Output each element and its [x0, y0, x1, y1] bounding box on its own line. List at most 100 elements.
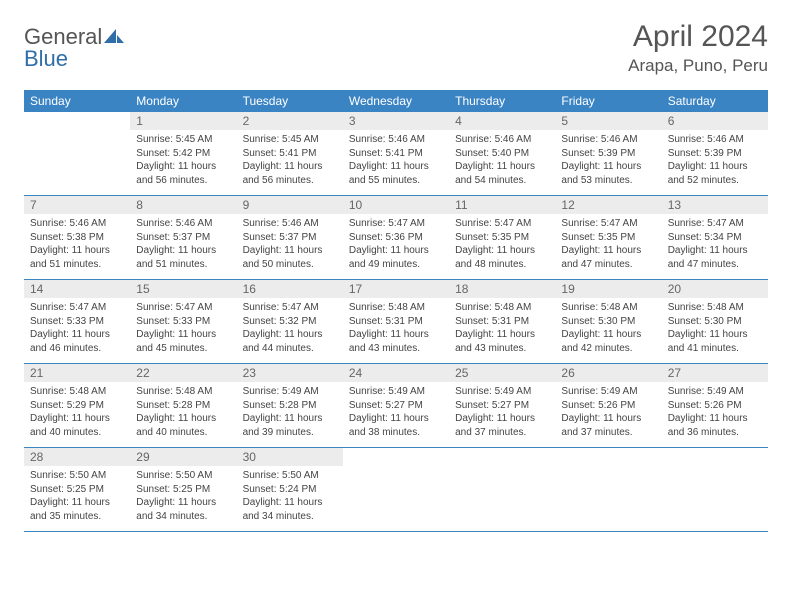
day-number: 18 — [449, 280, 555, 298]
daylight-line: Daylight: 11 hours and 34 minutes. — [136, 496, 230, 523]
day-details: Sunrise: 5:49 AMSunset: 5:27 PMDaylight:… — [343, 382, 449, 447]
calendar-day-cell: 7Sunrise: 5:46 AMSunset: 5:38 PMDaylight… — [24, 196, 130, 280]
day-details: Sunrise: 5:49 AMSunset: 5:27 PMDaylight:… — [449, 382, 555, 447]
weekday-header: Wednesday — [343, 90, 449, 112]
calendar-day-cell: 2Sunrise: 5:45 AMSunset: 5:41 PMDaylight… — [237, 112, 343, 196]
daylight-line: Daylight: 11 hours and 50 minutes. — [243, 244, 337, 271]
month-title: April 2024 — [628, 20, 768, 54]
day-number: 3 — [343, 112, 449, 130]
calendar-week-row: 7Sunrise: 5:46 AMSunset: 5:38 PMDaylight… — [24, 196, 768, 280]
calendar-day-cell: 30 Sunrise: 5:50 AMSunset: 5:24 PMDayligh… — [237, 448, 343, 532]
day-details: Sunrise: 5:48 AMSunset: 5:31 PMDaylight:… — [449, 298, 555, 363]
day-number: 30 — [237, 448, 343, 466]
calendar-day-cell: 27Sunrise: 5:49 AMSunset: 5:26 PMDayligh… — [662, 364, 768, 448]
sunrise-line: Sunrise: 5:49 AM — [349, 385, 443, 399]
day-details: Sunrise: 5:46 AMSunset: 5:39 PMDaylight:… — [662, 130, 768, 195]
sunset-line: Sunset: 5:25 PM — [136, 483, 230, 497]
weekday-header: Thursday — [449, 90, 555, 112]
sunset-line: Sunset: 5:30 PM — [561, 315, 655, 329]
daylight-line: Daylight: 11 hours and 40 minutes. — [136, 412, 230, 439]
sunset-line: Sunset: 5:35 PM — [561, 231, 655, 245]
daylight-line: Daylight: 11 hours and 47 minutes. — [668, 244, 762, 271]
sunrise-line: Sunrise: 5:47 AM — [349, 217, 443, 231]
day-number: 26 — [555, 364, 661, 382]
day-number: 24 — [343, 364, 449, 382]
calendar-day-cell: 16Sunrise: 5:47 AMSunset: 5:32 PMDayligh… — [237, 280, 343, 364]
day-number: 25 — [449, 364, 555, 382]
daylight-line: Daylight: 11 hours and 45 minutes. — [136, 328, 230, 355]
sunset-line: Sunset: 5:42 PM — [136, 147, 230, 161]
sunset-line: Sunset: 5:24 PM — [243, 483, 337, 497]
day-number: 13 — [662, 196, 768, 214]
day-details: Sunrise: 5:47 AMSunset: 5:33 PMDaylight:… — [130, 298, 236, 363]
sunrise-line: Sunrise: 5:50 AM — [30, 469, 124, 483]
sunrise-line: Sunrise: 5:46 AM — [136, 217, 230, 231]
day-details: Sunrise: 5:49 AMSunset: 5:26 PMDaylight:… — [662, 382, 768, 447]
calendar-day-cell — [343, 448, 449, 532]
calendar-day-cell: 3Sunrise: 5:46 AMSunset: 5:41 PMDaylight… — [343, 112, 449, 196]
sunrise-line: Sunrise: 5:49 AM — [455, 385, 549, 399]
sunrise-line: Sunrise: 5:45 AM — [136, 133, 230, 147]
daylight-line: Daylight: 11 hours and 53 minutes. — [561, 160, 655, 187]
day-details: Sunrise: 5:49 AMSunset: 5:26 PMDaylight:… — [555, 382, 661, 447]
daylight-line: Daylight: 11 hours and 44 minutes. — [243, 328, 337, 355]
day-number: 20 — [662, 280, 768, 298]
sunset-line: Sunset: 5:40 PM — [455, 147, 549, 161]
day-number: 22 — [130, 364, 236, 382]
sunset-line: Sunset: 5:27 PM — [455, 399, 549, 413]
sunrise-line: Sunrise: 5:48 AM — [668, 301, 762, 315]
day-details: Sunrise: 5:47 AMSunset: 5:32 PMDaylight:… — [237, 298, 343, 363]
sunrise-line: Sunrise: 5:47 AM — [455, 217, 549, 231]
calendar-week-row: 28Sunrise: 5:50 AMSunset: 5:25 PMDayligh… — [24, 448, 768, 532]
daylight-line: Daylight: 11 hours and 47 minutes. — [561, 244, 655, 271]
day-details: Sunrise: 5:45 AMSunset: 5:41 PMDaylight:… — [237, 130, 343, 195]
sunset-line: Sunset: 5:28 PM — [136, 399, 230, 413]
calendar-table: Sunday Monday Tuesday Wednesday Thursday… — [24, 90, 768, 532]
sunrise-line: Sunrise: 5:50 AM — [136, 469, 230, 483]
calendar-day-cell: 19Sunrise: 5:48 AMSunset: 5:30 PMDayligh… — [555, 280, 661, 364]
daylight-line: Daylight: 11 hours and 46 minutes. — [30, 328, 124, 355]
day-number: 10 — [343, 196, 449, 214]
day-details: Sunrise: 5:47 AMSunset: 5:35 PMDaylight:… — [555, 214, 661, 279]
calendar-day-cell: 20Sunrise: 5:48 AMSunset: 5:30 PMDayligh… — [662, 280, 768, 364]
day-number: 16 — [237, 280, 343, 298]
day-number: 5 — [555, 112, 661, 130]
sunset-line: Sunset: 5:29 PM — [30, 399, 124, 413]
daylight-line: Daylight: 11 hours and 43 minutes. — [349, 328, 443, 355]
day-number: 27 — [662, 364, 768, 382]
title-block: April 2024 Arapa, Puno, Peru — [628, 20, 768, 76]
sunset-line: Sunset: 5:26 PM — [668, 399, 762, 413]
calendar-day-cell — [24, 112, 130, 196]
sunrise-line: Sunrise: 5:47 AM — [561, 217, 655, 231]
sunrise-line: Sunrise: 5:50 AM — [243, 469, 337, 483]
calendar-day-cell: 23Sunrise: 5:49 AMSunset: 5:28 PMDayligh… — [237, 364, 343, 448]
sunset-line: Sunset: 5:33 PM — [30, 315, 124, 329]
sunset-line: Sunset: 5:41 PM — [243, 147, 337, 161]
sunrise-line: Sunrise: 5:49 AM — [243, 385, 337, 399]
weekday-header: Friday — [555, 90, 661, 112]
day-number: 12 — [555, 196, 661, 214]
calendar-day-cell: 10Sunrise: 5:47 AMSunset: 5:36 PMDayligh… — [343, 196, 449, 280]
calendar-day-cell: 29Sunrise: 5:50 AMSunset: 5:25 PMDayligh… — [130, 448, 236, 532]
calendar-day-cell — [555, 448, 661, 532]
day-details: Sunrise: 5:47 AMSunset: 5:36 PMDaylight:… — [343, 214, 449, 279]
daylight-line: Daylight: 11 hours and 55 minutes. — [349, 160, 443, 187]
day-details: Sunrise: 5:50 AMSunset: 5:25 PMDaylight:… — [24, 466, 130, 531]
weekday-header: Sunday — [24, 90, 130, 112]
calendar-day-cell: 17Sunrise: 5:48 AMSunset: 5:31 PMDayligh… — [343, 280, 449, 364]
weekday-header: Tuesday — [237, 90, 343, 112]
calendar-day-cell: 26Sunrise: 5:49 AMSunset: 5:26 PMDayligh… — [555, 364, 661, 448]
sunset-line: Sunset: 5:31 PM — [455, 315, 549, 329]
daylight-line: Daylight: 11 hours and 51 minutes. — [30, 244, 124, 271]
weekday-header-row: Sunday Monday Tuesday Wednesday Thursday… — [24, 90, 768, 112]
daylight-line: Daylight: 11 hours and 54 minutes. — [455, 160, 549, 187]
daylight-line: Daylight: 11 hours and 34 minutes. — [243, 496, 337, 523]
calendar-day-cell: 6Sunrise: 5:46 AMSunset: 5:39 PMDaylight… — [662, 112, 768, 196]
daylight-line: Daylight: 11 hours and 37 minutes. — [455, 412, 549, 439]
calendar-week-row: 14Sunrise: 5:47 AMSunset: 5:33 PMDayligh… — [24, 280, 768, 364]
sunrise-line: Sunrise: 5:48 AM — [30, 385, 124, 399]
calendar-day-cell: 13Sunrise: 5:47 AMSunset: 5:34 PMDayligh… — [662, 196, 768, 280]
sunset-line: Sunset: 5:41 PM — [349, 147, 443, 161]
day-details: Sunrise: 5:45 AMSunset: 5:42 PMDaylight:… — [130, 130, 236, 195]
daylight-line: Daylight: 11 hours and 56 minutes. — [243, 160, 337, 187]
